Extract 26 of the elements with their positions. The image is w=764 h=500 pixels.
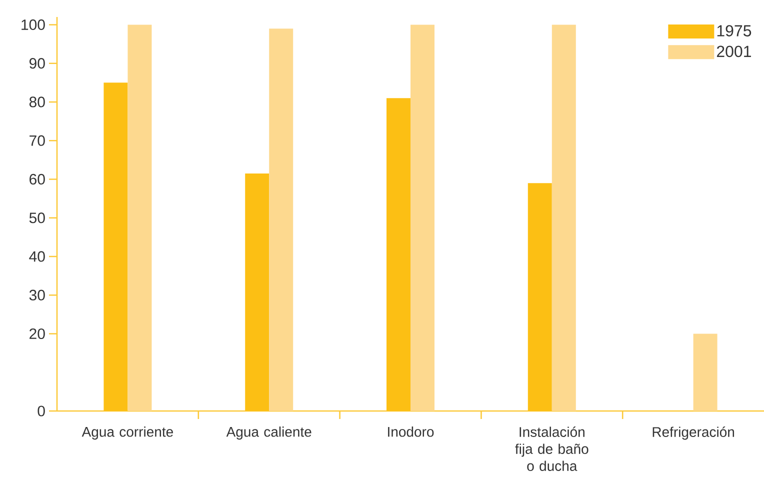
bar (269, 28, 294, 411)
y-tick-label: 30 (29, 290, 45, 300)
x-tick-label: Agua corriente (82, 426, 173, 440)
x-tick-label: Refrigeración (652, 426, 734, 440)
y-tick-label: 50 (29, 212, 45, 224)
bar (528, 183, 552, 411)
y-tick-label: 60 (30, 174, 45, 185)
y-tick-label: 70 (30, 135, 45, 146)
bar (410, 24, 435, 411)
y-tick-label: 80 (29, 96, 45, 108)
bar (693, 334, 718, 411)
legend-label: 1975 (717, 25, 752, 36)
x-tick-label: Inodoro (388, 426, 434, 437)
y-tick-label: 0 (38, 406, 45, 416)
y-tick-label: 40 (29, 251, 45, 262)
x-tick-label: Agua caliente (226, 426, 312, 440)
bar (104, 82, 128, 411)
bar (128, 24, 152, 411)
bar (245, 173, 270, 411)
y-tick-label: 100 (22, 19, 45, 30)
y-tick-label: 20 (30, 328, 45, 340)
x-tick-label: Instalación fija de baño o ducha (515, 426, 588, 471)
bar (552, 24, 576, 411)
legend-label: 2001 (716, 46, 751, 58)
bar (386, 98, 411, 411)
y-tick-label: 90 (29, 58, 45, 69)
